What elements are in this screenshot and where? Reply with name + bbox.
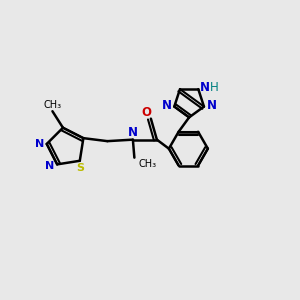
Text: N: N [206, 99, 217, 112]
Text: H: H [209, 81, 218, 94]
Text: N: N [162, 99, 172, 112]
Text: N: N [45, 161, 54, 171]
Text: N: N [35, 139, 44, 149]
Text: N: N [128, 126, 138, 139]
Text: N: N [200, 81, 210, 94]
Text: CH₃: CH₃ [44, 100, 62, 110]
Text: S: S [76, 163, 84, 173]
Text: O: O [141, 106, 152, 118]
Text: CH₃: CH₃ [139, 159, 157, 169]
